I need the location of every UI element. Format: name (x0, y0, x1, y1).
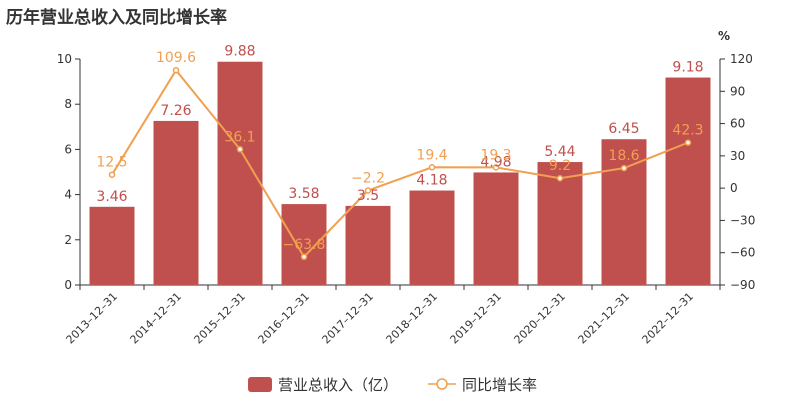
line-value-label: 19.4 (416, 147, 447, 163)
x-tick-label: 2013–12–31 (64, 290, 121, 347)
line-value-label: −63.8 (283, 237, 326, 253)
bar-value-label: 9.88 (224, 44, 255, 60)
line-value-label: 109.6 (156, 50, 196, 66)
line-point (684, 139, 692, 146)
bar (153, 120, 199, 285)
legend-bar-label: 营业总收入（亿） (278, 376, 398, 394)
legend-bar-swatch (248, 377, 272, 392)
bar-value-label: 3.58 (288, 186, 319, 202)
line-point (108, 171, 116, 178)
left-tick-label: 10 (57, 52, 72, 66)
x-tick-label: 2017–12–31 (320, 290, 377, 347)
bar (89, 206, 135, 285)
bar-value-label: 3.46 (96, 189, 127, 205)
right-tick-label: 60 (730, 117, 745, 131)
chart-title: 历年营业总收入及同比增长率 (6, 8, 227, 28)
right-tick-label: 30 (730, 149, 745, 163)
line-value-label: 42.3 (672, 123, 703, 139)
bar (409, 190, 455, 285)
left-tick-label: 6 (64, 142, 72, 156)
line-point (172, 66, 180, 74)
bar (217, 61, 263, 285)
line-point (492, 164, 500, 171)
x-tick-label: 2019–12–31 (448, 290, 505, 347)
bar-series (89, 61, 711, 285)
bar (281, 204, 327, 285)
left-tick-label: 4 (64, 188, 72, 202)
line-value-label: 9.2 (549, 158, 571, 174)
right-tick-label: 0 (730, 181, 738, 195)
bar (473, 172, 519, 285)
right-tick-label: −30 (730, 213, 755, 227)
bar (345, 205, 391, 285)
line-point (620, 164, 628, 172)
bar (665, 77, 711, 285)
bar (601, 139, 647, 285)
bar-value-label: 4.98 (480, 154, 511, 170)
line-point (300, 253, 308, 261)
right-tick-label: 90 (730, 84, 745, 98)
legend-line-label: 同比增长率 (462, 376, 537, 394)
x-tick-label: 2018–12–31 (384, 290, 441, 347)
line-point (236, 146, 244, 153)
bar-value-label: 9.18 (672, 60, 703, 76)
line-value-label: 36.1 (224, 129, 255, 145)
line-point (428, 164, 436, 171)
legend[interactable]: 营业总收入（亿） 同比增长率 (248, 376, 537, 394)
bar-value-label: 6.45 (608, 121, 639, 137)
bar-value-label: 4.18 (416, 173, 447, 189)
line-value-label: 18.6 (608, 148, 639, 164)
bar-value-label: 3.5 (357, 188, 379, 204)
right-tick-label: −60 (730, 246, 755, 260)
line-value-label: −2.2 (351, 171, 385, 187)
x-tick-label: 2020–12–31 (512, 290, 569, 347)
x-tick-label: 2022–12–31 (640, 290, 697, 347)
x-tick-label: 2016–12–31 (256, 290, 313, 347)
data-labels: 3.46 7.26 9.88 3.58 3.5 4.18 4.98 5.44 6.45 9.18 1… (96, 44, 703, 253)
left-tick-label: 8 (64, 97, 72, 111)
x-tick-label: 2021–12–31 (576, 290, 633, 347)
line-point (556, 174, 564, 182)
line-value-label: 12.5 (96, 155, 127, 171)
growth-line (111, 68, 689, 259)
line-point (364, 187, 372, 194)
left-tick-label: 2 (64, 233, 72, 247)
x-tick-label: 2015–12–31 (192, 290, 249, 347)
right-axis-unit: % (718, 29, 730, 43)
bar (537, 162, 583, 285)
right-tick-label: 120 (730, 52, 753, 66)
right-tick-label: −90 (730, 278, 755, 292)
line-value-label: 19.3 (480, 147, 511, 163)
left-tick-label: 0 (64, 278, 72, 292)
line-series (108, 66, 692, 261)
bar-value-label: 7.26 (160, 103, 191, 119)
x-tick-label: 2014–12–31 (128, 290, 185, 347)
legend-line-marker (436, 378, 448, 390)
bar-value-label: 5.44 (544, 144, 575, 160)
